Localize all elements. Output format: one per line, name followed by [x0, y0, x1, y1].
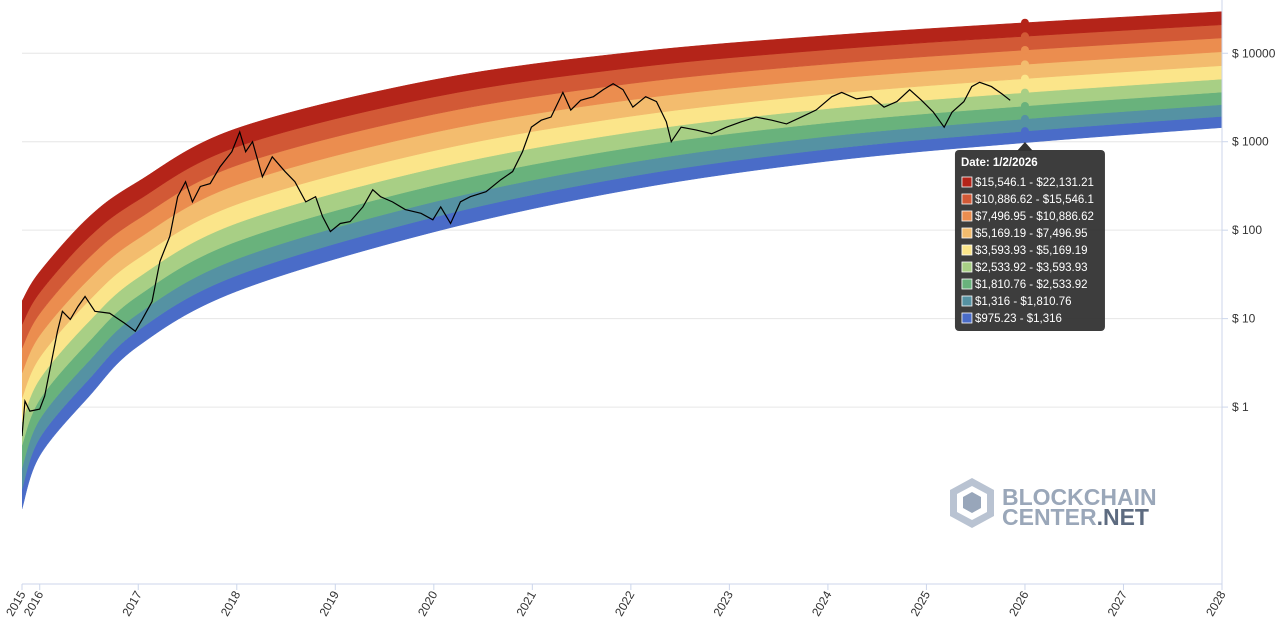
band-layer — [22, 11, 1222, 509]
tooltip-row: $2,533.92 - $3,593.93 — [975, 262, 1088, 274]
tooltip-swatch — [961, 210, 973, 222]
tooltip-row: $3,593.93 - $5,169.19 — [975, 245, 1088, 257]
x-tick-label: 2016 — [21, 588, 47, 618]
x-tick-label: 2025 — [908, 588, 934, 618]
x-tick-label: 2026 — [1006, 588, 1032, 618]
tooltip-row: $1,810.76 - $2,533.92 — [975, 279, 1088, 291]
x-tick-label: 2027 — [1105, 588, 1131, 618]
logo-suffix: .NET — [1097, 504, 1149, 530]
tooltip: Date: 1/2/2026 $15,546.1 - $22,131.21 $10,… — [954, 142, 1105, 331]
tooltip-row: $15,546.1 - $22,131.21 — [975, 177, 1094, 189]
logo-line2: CENTER.NET — [1002, 504, 1149, 530]
y-tick-label: $ 1000 — [1232, 135, 1269, 149]
line-layer — [22, 18, 1029, 437]
tooltip-box — [954, 150, 1105, 331]
tooltip-title: Date: 1/2/2026 — [961, 157, 1038, 169]
logo-center: CENTER — [1002, 504, 1097, 530]
x-tick-label: 2018 — [218, 588, 244, 618]
tooltip-row: $5,169.19 - $7,496.95 — [975, 228, 1088, 240]
y-tick-label: $ 10000 — [1232, 46, 1276, 60]
tooltip-row: $1,316 - $1,810.76 — [975, 296, 1072, 308]
tooltip-pointer — [1016, 142, 1033, 151]
hover-dot — [1020, 18, 1029, 27]
x-tick-label: 2023 — [711, 588, 737, 618]
hover-dot — [1020, 60, 1029, 69]
tooltip-swatch — [961, 244, 973, 256]
y-tick-label: $ 100 — [1232, 223, 1262, 237]
hover-dot — [1020, 127, 1029, 136]
tooltip-swatch — [961, 278, 973, 290]
hover-dot — [1020, 101, 1029, 110]
x-tick-label: 2017 — [119, 588, 145, 618]
hover-dot — [1020, 114, 1029, 123]
tooltip-swatch — [961, 261, 973, 273]
logo-line1: BLOCKCHAIN — [1002, 484, 1157, 510]
logo: BLOCKCHAIN CENTER.NET — [950, 478, 1157, 530]
hover-dot — [1020, 88, 1029, 97]
tooltip-row: $10,886.62 - $15,546.1 — [975, 194, 1094, 206]
x-tick-label: 2020 — [415, 588, 441, 618]
tooltip-swatch — [961, 312, 973, 324]
x-tick-label: 2028 — [1203, 588, 1229, 618]
x-tick-label: 2019 — [316, 588, 342, 618]
tooltip-swatch — [961, 193, 973, 205]
hover-dot — [1020, 32, 1029, 41]
hover-dot — [1020, 45, 1029, 54]
tooltip-swatch — [961, 227, 973, 239]
rainbow-band — [22, 11, 1222, 325]
tooltip-swatch — [961, 176, 973, 188]
tooltip-swatch — [961, 295, 973, 307]
y-tick-label: $ 1 — [1232, 400, 1249, 414]
x-tick-label: 2022 — [612, 588, 638, 618]
x-tick-label: 2024 — [809, 588, 835, 618]
x-tick-label: 2021 — [513, 588, 539, 618]
tooltip-row: $975.23 - $1,316 — [975, 313, 1062, 325]
logo-cube-core — [963, 492, 981, 513]
price-line — [22, 81, 1011, 437]
tooltip-row: $7,496.95 - $10,886.62 — [975, 211, 1094, 223]
hover-dot — [1020, 74, 1029, 83]
y-tick-label: $ 10 — [1232, 312, 1256, 326]
